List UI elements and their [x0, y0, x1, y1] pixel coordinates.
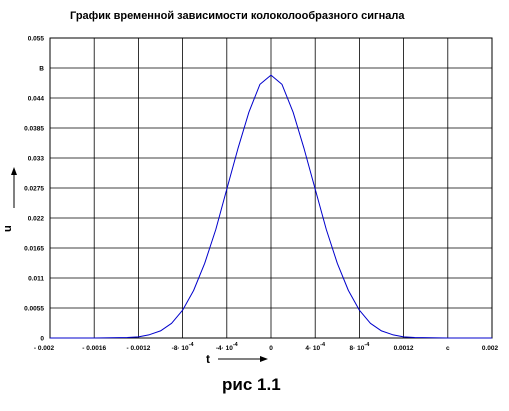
x-tick-label: 4· 10-4	[305, 342, 326, 352]
x-tick-label: - 0.0012	[126, 345, 150, 352]
x-tick-label: c	[446, 345, 450, 352]
y-tick-label: 0.0165	[24, 246, 44, 253]
x-tick-label: 0	[269, 345, 273, 352]
x-tick-label: 8· 10-4	[350, 342, 371, 352]
x-tick-label: -4· 10-4	[216, 342, 239, 352]
y-tick-label: 0.011	[28, 276, 44, 283]
y-tick-label: 0.055	[28, 36, 45, 43]
y-tick-label: 0.044	[28, 96, 45, 103]
x-tick-label: 0.0012	[394, 345, 414, 352]
figure-caption: рис 1.1	[222, 375, 281, 394]
x-tick-label: - 0.0016	[82, 345, 106, 352]
x-axis-label: t	[206, 352, 210, 366]
y-axis-arrowhead	[11, 167, 17, 175]
y-tick-label: 0	[40, 336, 44, 343]
chart-title: График временной зависимости колоколообр…	[70, 10, 405, 22]
y-tick-label: 0.033	[28, 156, 45, 163]
y-tick-label: 0.022	[28, 216, 45, 223]
x-tick-label: -8· 10-4	[172, 342, 195, 352]
data-series-line	[50, 74, 492, 339]
y-tick-label: 0.0275	[24, 186, 44, 193]
y-axis-label: u	[2, 225, 14, 232]
x-tick-label: - 0.002	[34, 345, 55, 352]
y-tick-label: 0.0055	[24, 306, 44, 313]
x-tick-label: 0.002	[482, 345, 499, 352]
y-tick-label: 0.0385	[24, 126, 44, 133]
x-axis-arrowhead	[260, 356, 268, 362]
y-tick-label: B	[39, 66, 44, 73]
